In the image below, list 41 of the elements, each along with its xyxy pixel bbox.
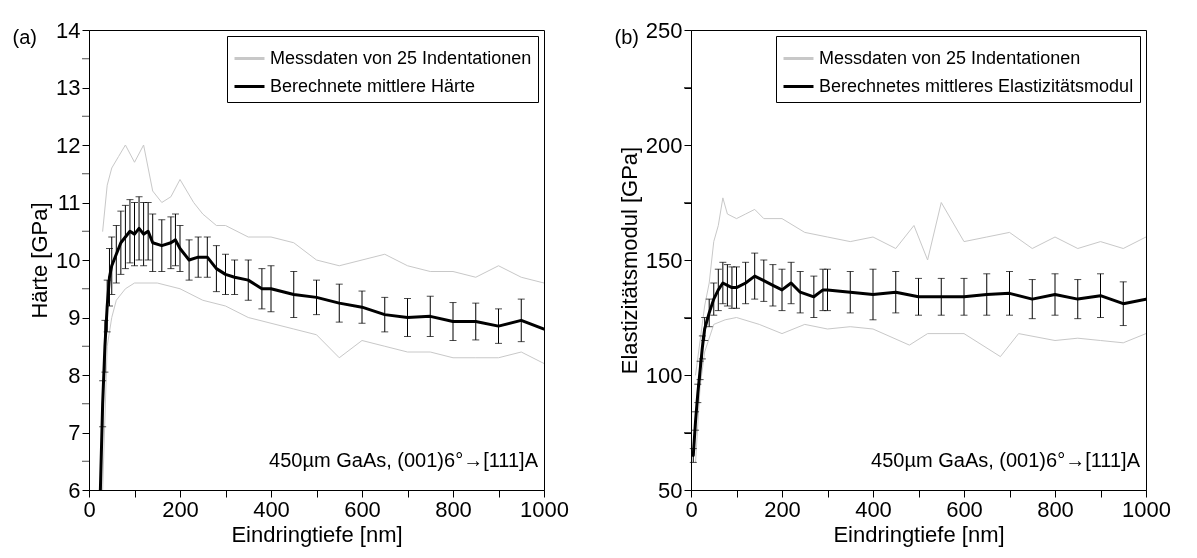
- legend-label: Berechnete mittlere Härte: [270, 75, 476, 96]
- line-series: [102, 282, 544, 490]
- x-tick-label: 600: [344, 496, 381, 522]
- legend-label: Messdaten von 25 Indentationen: [270, 47, 532, 68]
- line-series: [695, 197, 1146, 376]
- y-tick-label: 50: [658, 477, 683, 503]
- y-tick-label: 250: [645, 17, 683, 43]
- y-tick-label: 13: [56, 75, 81, 100]
- x-tick-label: 800: [1037, 496, 1074, 522]
- x-tick-label: 400: [855, 496, 892, 522]
- y-tick-label: 9: [68, 305, 81, 330]
- x-tick-label: 1000: [520, 496, 569, 522]
- line-series: [102, 144, 544, 284]
- y-tick-label: 6: [68, 477, 81, 503]
- x-tick-label: 200: [764, 496, 801, 522]
- x-tick-label: 0: [83, 496, 96, 522]
- y-tick-label: 14: [56, 17, 81, 43]
- y-tick-label: 8: [68, 362, 81, 388]
- chart-title: (a): [12, 26, 37, 48]
- x-tick-label: 0: [685, 496, 698, 522]
- x-tick-label: 800: [435, 496, 472, 522]
- x-tick-label: 400: [253, 496, 290, 522]
- x-tick-label: 1000: [1122, 496, 1171, 522]
- x-tick-label: 200: [162, 496, 199, 522]
- x-tick-label: 600: [946, 496, 983, 522]
- y-tick-label: 200: [645, 132, 683, 158]
- legend-label: Berechnetes mittleres Elastizitätsmodul: [819, 75, 1134, 96]
- x-axis-title: Eindringtiefe [nm]: [833, 521, 1005, 547]
- annotation: 450µm GaAs, (001)6°→[111]A: [269, 449, 539, 471]
- y-axis-title: Elastizitätsmodul [GPa]: [616, 146, 642, 375]
- y-tick-label: 150: [645, 247, 683, 273]
- annotation: 450µm GaAs, (001)6°→[111]A: [871, 449, 1141, 471]
- y-tick-label: 100: [645, 362, 683, 388]
- y-tick-label: 11: [57, 190, 81, 215]
- y-tick-label: 12: [56, 132, 81, 158]
- chart-title: (b): [614, 26, 639, 48]
- y-axis-title: Härte [GPa]: [27, 202, 53, 319]
- x-axis-title: Eindringtiefe [nm]: [231, 521, 403, 547]
- y-tick-label: 10: [56, 247, 81, 273]
- legend-label: Messdaten von 25 Indentationen: [819, 47, 1081, 68]
- y-tick-label: 7: [68, 420, 81, 445]
